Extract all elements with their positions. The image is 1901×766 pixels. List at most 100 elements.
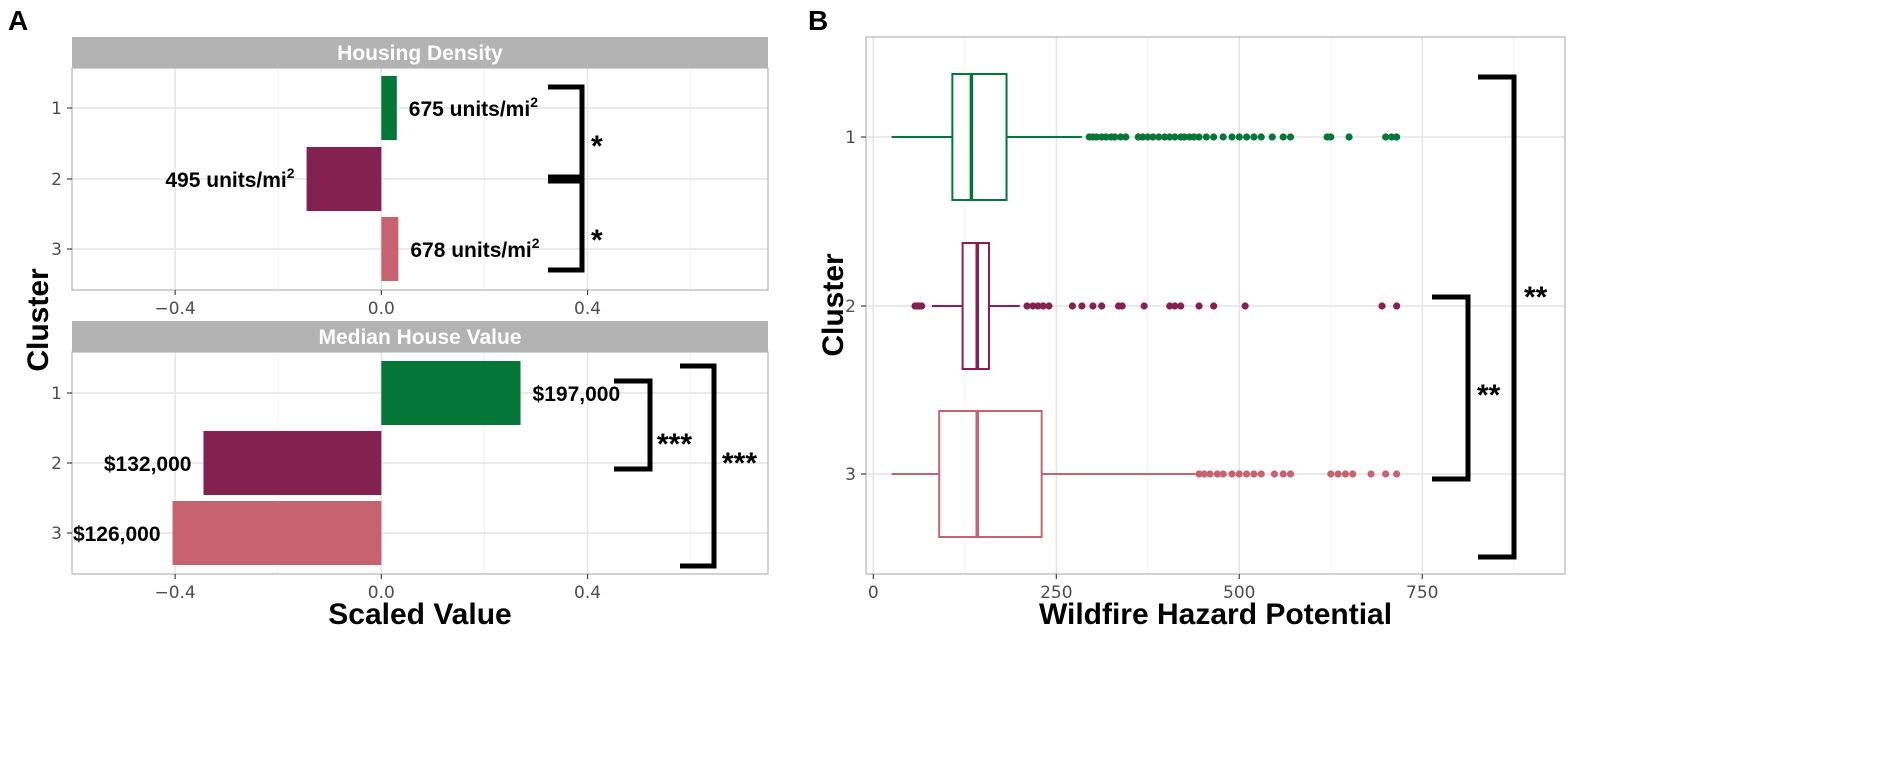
outlier-point xyxy=(1144,133,1152,141)
outlier-point xyxy=(1102,133,1110,141)
outlier-point xyxy=(1268,133,1276,141)
outlier-point xyxy=(1250,470,1258,478)
boxplot-cluster-3 xyxy=(891,410,1401,538)
outlier-point xyxy=(1250,133,1258,141)
outlier-point xyxy=(1235,133,1243,141)
y-tick-label: 3 xyxy=(51,240,62,260)
significance-stars: ** xyxy=(1477,379,1501,412)
outlier-point xyxy=(1171,133,1179,141)
significance-stars: * xyxy=(591,224,603,257)
x-tick-label: 0.4 xyxy=(574,583,601,603)
x-axis-title: Scaled Value xyxy=(328,598,511,631)
panel-a: A Housing Density 675 units/mi2 495 units/m… xyxy=(8,5,769,631)
bar-cluster-2 xyxy=(306,147,382,211)
outlier-point xyxy=(1149,133,1157,141)
outlier-point xyxy=(1334,470,1342,478)
outlier-point xyxy=(1195,302,1203,310)
x-tick-label: 250 xyxy=(1040,583,1072,603)
outlier-point xyxy=(1202,133,1210,141)
outlier-point xyxy=(1118,302,1126,310)
significance-bracket xyxy=(548,178,585,273)
bar-label-cluster-3: $126,000 xyxy=(73,523,161,546)
y-tick-label: 2 xyxy=(51,454,62,474)
significance-bracket xyxy=(614,378,653,472)
outlier-point xyxy=(1034,302,1042,310)
outlier-point xyxy=(1166,302,1174,310)
outlier-point xyxy=(1327,470,1335,478)
outlier-point xyxy=(1257,133,1265,141)
significance-stars: *** xyxy=(657,428,692,461)
outlier-point xyxy=(1045,302,1053,310)
outlier-point xyxy=(1286,470,1295,478)
outlier-point xyxy=(1140,302,1148,310)
facet-title: Housing Density xyxy=(337,42,503,65)
outlier-point xyxy=(1382,470,1390,478)
outlier-point xyxy=(1200,470,1208,478)
x-tick-label: −0.4 xyxy=(154,583,195,603)
significance-stars: * xyxy=(591,130,603,163)
y-tick-label: 1 xyxy=(845,128,856,148)
facet-2: Median House Value $197,000 $132,000 $126,0… xyxy=(51,321,769,603)
significance-stars: ** xyxy=(1524,281,1548,314)
outlier-point xyxy=(1235,470,1243,478)
outlier-point xyxy=(1219,470,1227,478)
outlier-point xyxy=(1279,133,1287,141)
bar-label-cluster-2: 495 units/mi2 xyxy=(165,165,294,192)
outlier-point xyxy=(1117,133,1125,141)
outlier-point xyxy=(1089,302,1097,310)
significance-bracket xyxy=(1478,74,1517,560)
outlier-point xyxy=(1177,302,1185,310)
outlier-point xyxy=(1286,133,1295,141)
outlier-point xyxy=(1279,470,1287,478)
outlier-point xyxy=(1195,470,1203,478)
x-tick-label: 0 xyxy=(868,583,879,603)
x-tick-label: 0.4 xyxy=(574,299,601,319)
gridlines xyxy=(72,68,768,290)
outlier-point xyxy=(1387,133,1396,141)
outlier-point xyxy=(1078,302,1086,310)
outlier-point xyxy=(1166,133,1174,141)
x-tick-label: 500 xyxy=(1223,583,1255,603)
facet-strip xyxy=(72,321,768,352)
significance-bracket xyxy=(548,84,585,180)
outlier-point xyxy=(1171,302,1179,310)
outlier-point xyxy=(1327,133,1335,141)
outlier-point xyxy=(1098,302,1106,310)
outlier-point xyxy=(918,302,926,310)
boxplot-cluster-2 xyxy=(911,242,1401,370)
y-tick-label: 2 xyxy=(845,297,856,317)
y-tick-label: 1 xyxy=(51,384,62,404)
outlier-point xyxy=(1243,133,1251,141)
outlier-point xyxy=(1349,470,1357,478)
bar-cluster-1 xyxy=(381,361,521,425)
outlier-point xyxy=(1039,302,1047,310)
boxplot-cluster-1 xyxy=(891,73,1401,201)
outlier-point xyxy=(1393,302,1401,310)
outlier-point xyxy=(1139,133,1147,141)
outlier-point xyxy=(1345,133,1353,141)
bar-label-cluster-2: $132,000 xyxy=(104,453,192,476)
outlier-point xyxy=(1243,470,1251,478)
bar-cluster-3 xyxy=(172,501,382,565)
outlier-point xyxy=(1068,302,1077,310)
x-axis-title: Wildfire Hazard Potential xyxy=(1039,598,1392,631)
panel-letter-a: A xyxy=(8,5,28,36)
x-tick-label: 0.0 xyxy=(368,299,395,319)
outlier-point xyxy=(1206,470,1214,478)
y-tick-label: 3 xyxy=(51,524,62,544)
outlier-point xyxy=(1122,133,1130,141)
outlier-point xyxy=(1270,470,1279,478)
significance-bracket xyxy=(1432,294,1471,482)
bar-label-cluster-1: 675 units/mi2 xyxy=(409,94,538,121)
outlier-point xyxy=(1195,133,1203,141)
outlier-point xyxy=(1180,133,1188,141)
bar-cluster-2 xyxy=(203,431,382,495)
outlier-point xyxy=(1111,133,1119,141)
outlier-point xyxy=(1219,133,1227,141)
iqr-box xyxy=(938,410,1043,538)
outlier-point xyxy=(1023,302,1031,310)
bar-cluster-3 xyxy=(381,217,399,281)
x-tick-label: 750 xyxy=(1406,583,1438,603)
outlier-point xyxy=(1190,133,1198,141)
